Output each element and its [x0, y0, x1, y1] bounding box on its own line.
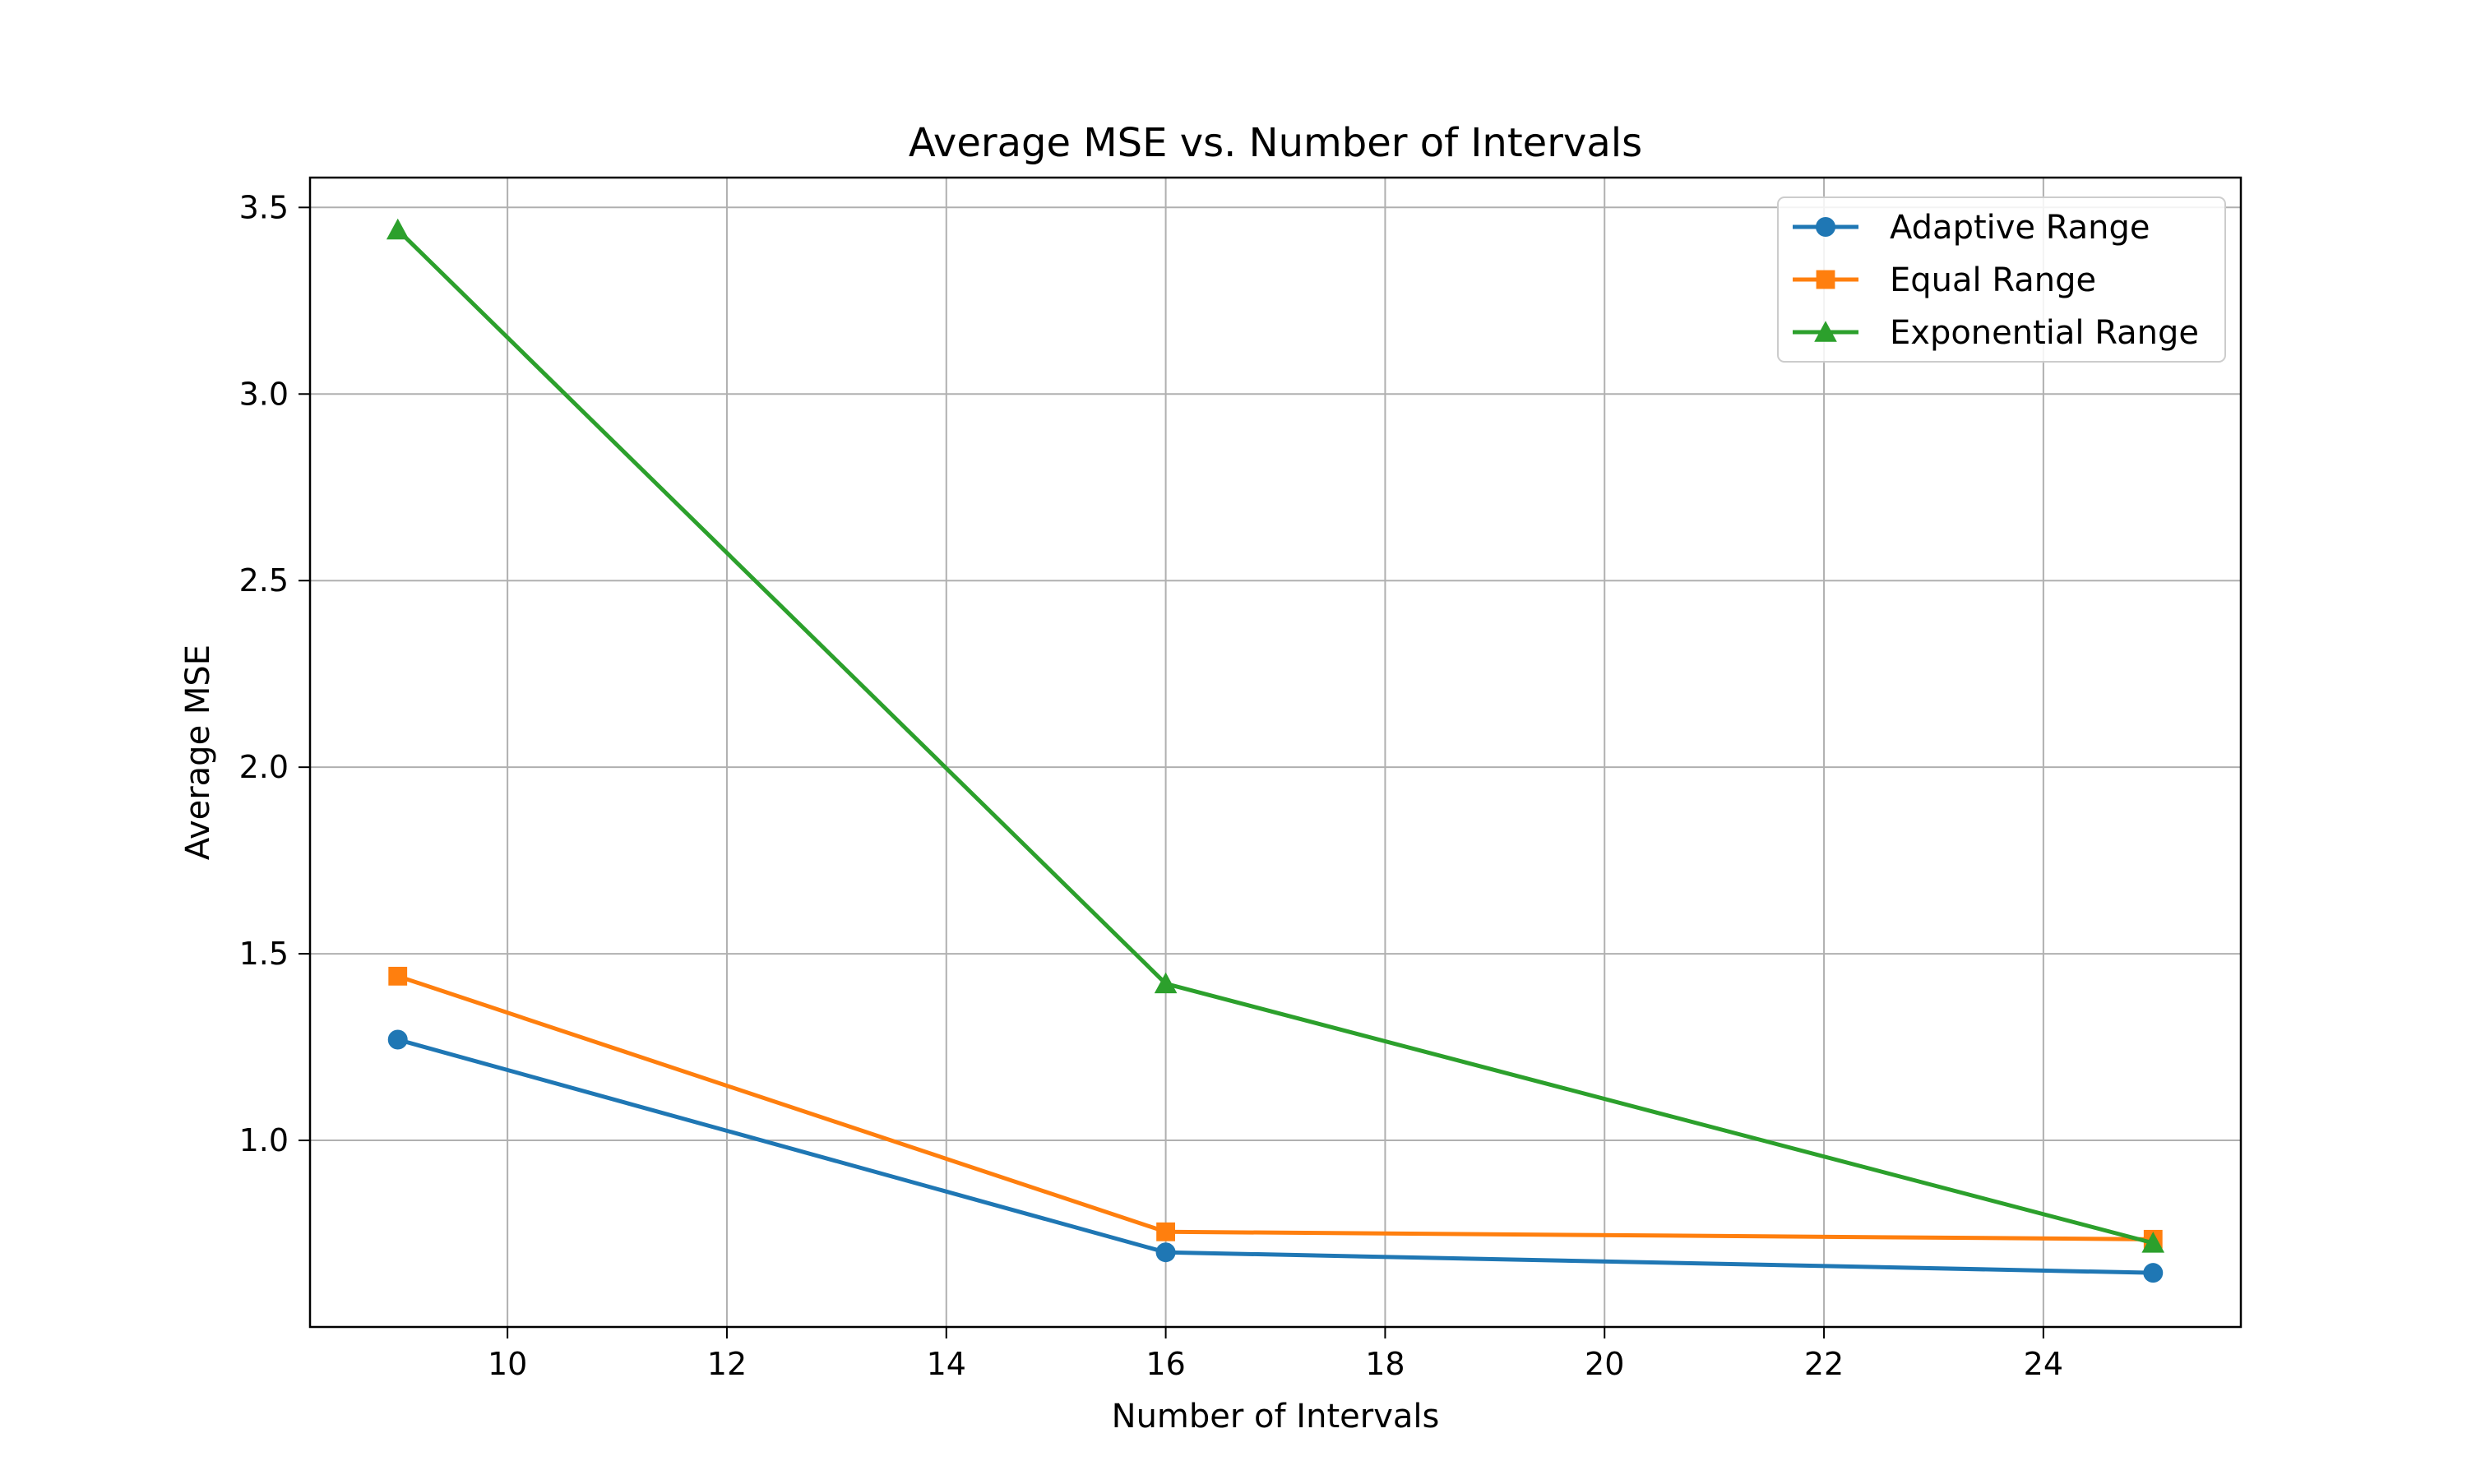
y-tick-label: 1.5 — [239, 936, 289, 972]
legend-marker — [1816, 217, 1835, 237]
grid — [310, 178, 2241, 1327]
series-exponential-range — [386, 218, 2165, 1253]
x-tick-label: 18 — [1365, 1346, 1405, 1382]
y-tick-label: 2.5 — [239, 562, 289, 599]
y-tick-label: 2.0 — [239, 749, 289, 785]
x-tick-label: 14 — [927, 1346, 966, 1382]
legend-label: Equal Range — [1890, 261, 2096, 299]
legend-label: Adaptive Range — [1890, 209, 2150, 247]
x-tick-label: 22 — [1804, 1346, 1844, 1382]
legend-marker — [1814, 321, 1837, 342]
data-point — [388, 966, 408, 986]
data-point — [1155, 1242, 1176, 1263]
data-point — [2141, 1232, 2165, 1253]
series-adaptive-range — [387, 1029, 2164, 1283]
legend-marker — [1816, 270, 1835, 289]
series-layer — [386, 218, 2165, 1283]
chart-title: Average MSE vs. Number of Intervals — [909, 120, 1642, 166]
y-tick-label: 3.0 — [239, 376, 289, 412]
legend-item: Adaptive Range — [1793, 209, 2150, 247]
legend: Adaptive Range Equal Range Exponential Ran… — [1777, 196, 2226, 363]
y-tick-label: 3.5 — [239, 189, 289, 225]
x-tick-label: 20 — [1585, 1346, 1624, 1382]
data-point — [386, 218, 410, 240]
y-axis-label: Average MSE — [179, 645, 217, 860]
data-point — [2143, 1263, 2164, 1283]
x-tick-label: 10 — [488, 1346, 527, 1382]
ticks: 10 12 14 16 18 20 22 24 1.0 1.5 2.0 2.5 3.0 3.5 — [239, 189, 2063, 1382]
data-point — [1154, 972, 1178, 994]
data-point — [1156, 1222, 1175, 1241]
data-point — [387, 1029, 408, 1050]
legend-item: Equal Range — [1793, 261, 2096, 299]
y-tick-label: 1.0 — [239, 1122, 289, 1158]
legend-box — [1777, 196, 2226, 363]
legend-label: Exponential Range — [1890, 314, 2199, 352]
legend-item: Exponential Range — [1793, 314, 2199, 352]
x-tick-label: 24 — [2024, 1346, 2063, 1382]
plot-frame — [308, 176, 2243, 1329]
x-tick-label: 16 — [1146, 1346, 1185, 1382]
x-tick-label: 12 — [707, 1346, 747, 1382]
x-axis-label: Number of Intervals — [1112, 1398, 1440, 1435]
